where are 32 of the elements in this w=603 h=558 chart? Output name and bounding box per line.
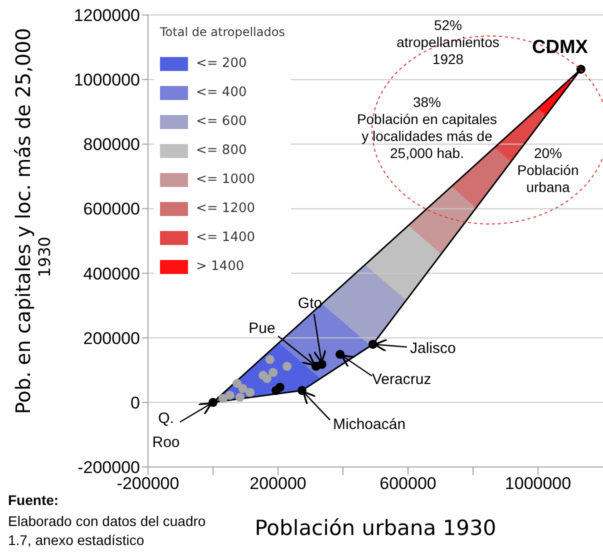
legend-label: > 1400: [196, 259, 244, 274]
legend-label: <= 1000: [196, 172, 256, 187]
x-tick-label: 1000000: [504, 474, 572, 494]
annotation: Jalisco: [410, 340, 456, 357]
annotation: 38% Población en capitales y localidades más de 25,000 hab.: [356, 94, 498, 161]
legend-title: Total de atropellados: [160, 25, 285, 39]
legend-label: <= 1200: [196, 201, 256, 216]
y-tick-label: 1200000: [74, 6, 140, 26]
legend-label: <= 400: [196, 85, 247, 100]
y-tick-label: 800000: [83, 135, 140, 154]
source-note: Fuente:: [8, 492, 59, 508]
legend-label: <= 600: [196, 114, 247, 129]
annotation: CDMX: [532, 37, 588, 58]
x-tick-label: 600000: [380, 474, 436, 494]
x-tick-label: 200000: [250, 474, 306, 494]
annotation: Q. Roo: [152, 410, 180, 451]
x-axis-title: Población urbana 1930: [254, 516, 496, 540]
y-tick-label: 200000: [83, 328, 140, 348]
annotation: Pue: [248, 320, 276, 337]
annotation: Michoacán: [333, 416, 406, 433]
annotation: Veracruz: [372, 371, 432, 388]
annotation: 20% Población urbana: [517, 145, 579, 195]
legend-label: <= 1400: [196, 230, 256, 245]
y-tick-label: 400000: [83, 264, 140, 284]
text: Elaborado con datos del cuadro 1.7, anexo estadístico: [8, 513, 206, 548]
y-tick-label: 0: [130, 393, 140, 412]
legend-label: <= 800: [196, 143, 247, 158]
y-tick-label: 600000: [83, 200, 140, 219]
y-tick-label: 1000000: [74, 70, 140, 90]
legend-label: <= 200: [196, 56, 247, 71]
y-axis-title: Pob. en capitales y loc. más de 25,000 1930: [11, 28, 54, 414]
annotation: 52% atropellamientos 1928: [396, 17, 500, 67]
